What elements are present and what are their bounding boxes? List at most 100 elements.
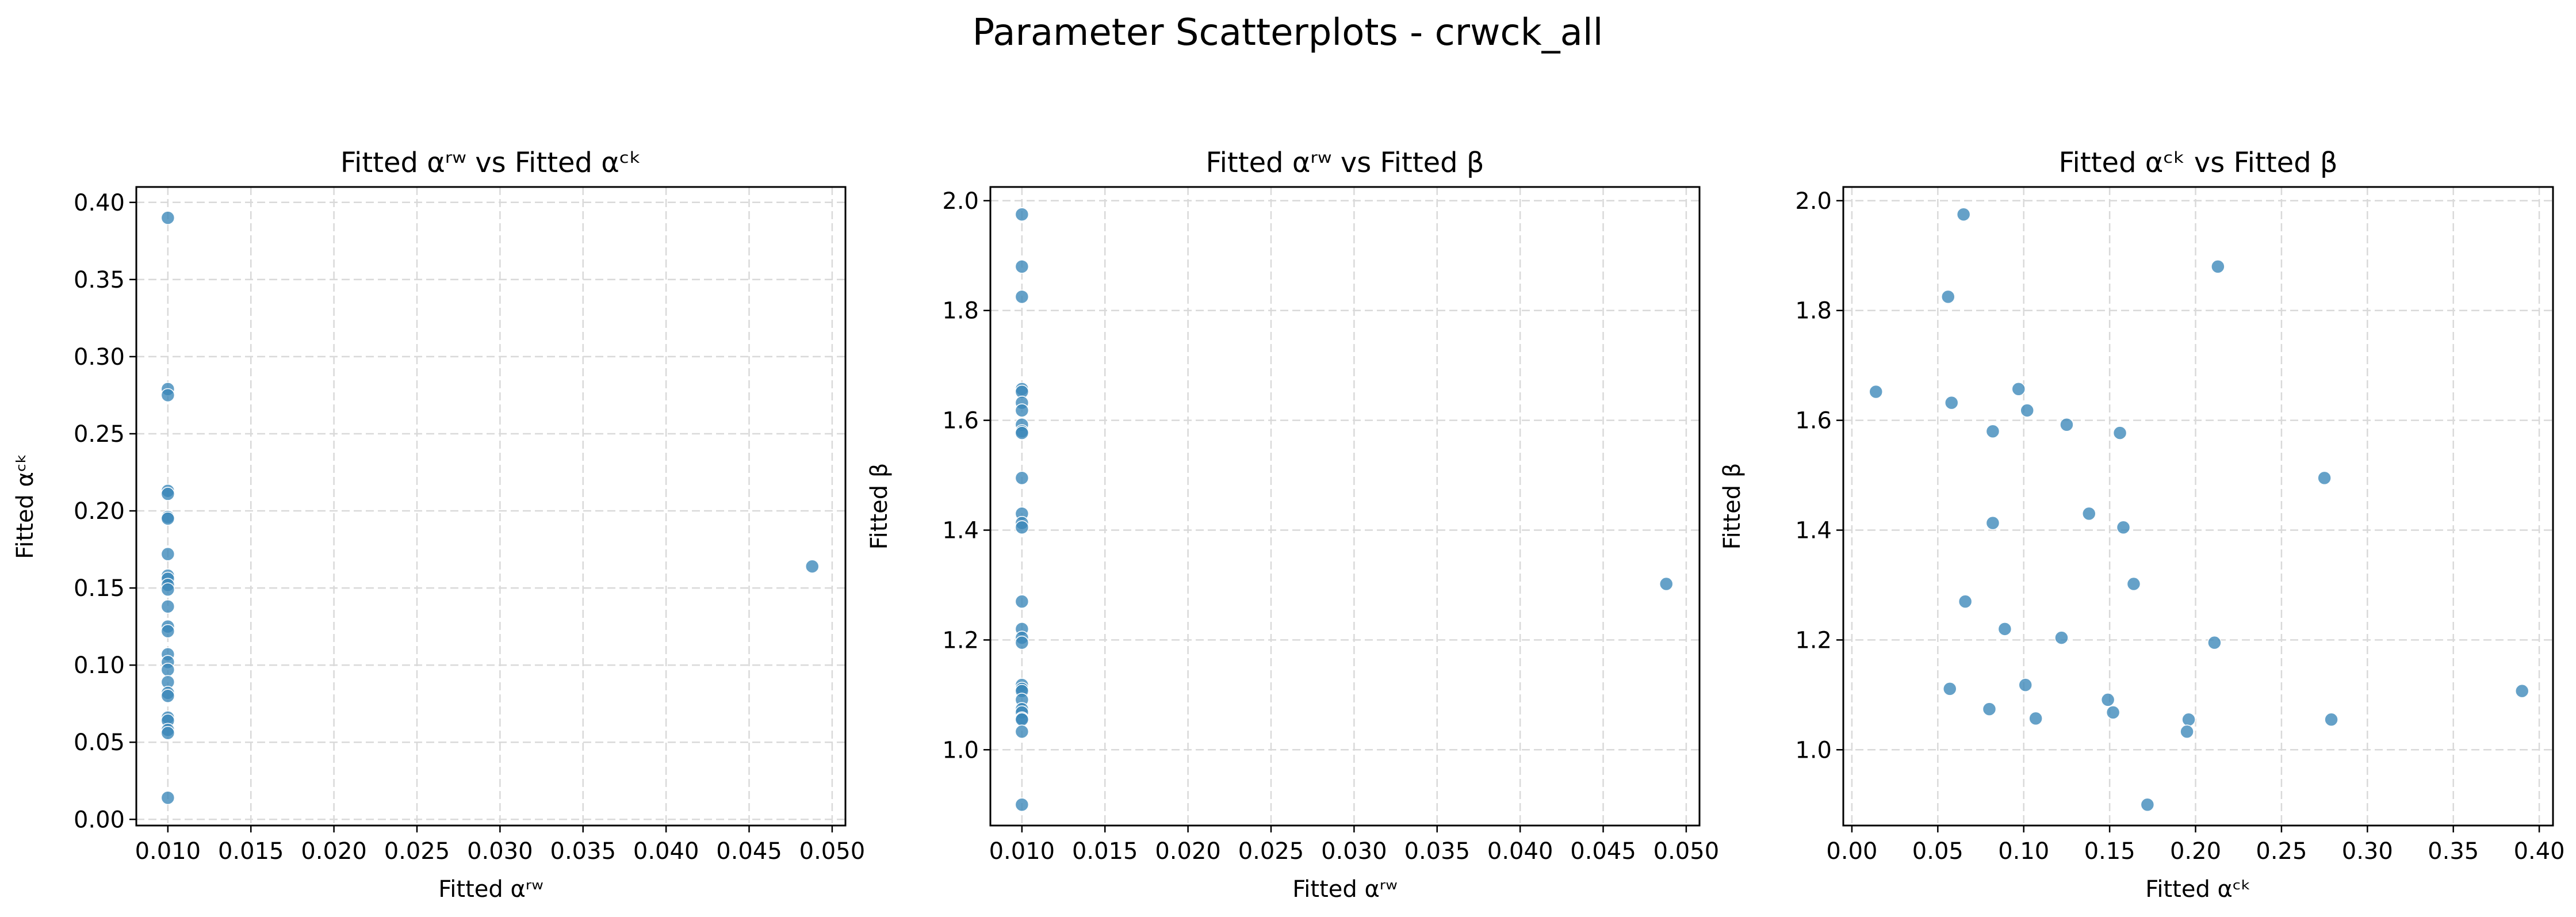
data-point — [160, 725, 175, 740]
data-point — [2140, 797, 2155, 812]
data-point — [160, 487, 175, 501]
x-axis-label: Fitted αʳʷ — [1292, 876, 1398, 903]
data-point — [160, 211, 175, 225]
y-tick-label: 1.6 — [1795, 408, 1832, 434]
data-point — [160, 599, 175, 614]
x-tick-label: 0.25 — [2256, 838, 2307, 865]
x-tick-label: 0.015 — [1072, 838, 1138, 865]
x-tick-label: 0.025 — [384, 838, 450, 865]
y-tick-label: 0.00 — [74, 807, 125, 833]
data-point — [805, 559, 820, 574]
data-point — [1015, 259, 1029, 274]
data-point — [160, 388, 175, 403]
x-tick-label: 0.015 — [218, 838, 284, 865]
y-tick-label: 1.8 — [942, 298, 979, 324]
y-tick-label: 1.0 — [942, 737, 979, 763]
data-point — [160, 511, 175, 526]
y-tick-label: 1.4 — [1795, 518, 1832, 544]
x-tick-label: 0.15 — [2084, 838, 2135, 865]
y-tick-label: 1.0 — [1795, 737, 1832, 763]
data-point — [1015, 712, 1029, 727]
x-axis-label: Fitted αʳʷ — [438, 876, 543, 903]
y-tick-label: 0.15 — [74, 575, 125, 602]
y-tick-label: 2.0 — [1795, 188, 1832, 215]
panel-title: Fitted αʳʷ vs Fitted β — [1205, 147, 1484, 179]
data-point — [2054, 631, 2069, 645]
y-tick-label: 1.6 — [942, 408, 979, 434]
x-axis-label: Fitted αᶜᵏ — [2145, 876, 2251, 903]
data-point — [2082, 506, 2096, 521]
y-tick-label: 0.05 — [74, 729, 125, 756]
data-point — [1015, 403, 1029, 418]
panel-title: Fitted αᶜᵏ vs Fitted β — [2058, 147, 2337, 179]
x-tick-label: 0.010 — [135, 838, 201, 865]
data-point — [160, 689, 175, 704]
x-tick-label: 0.05 — [1912, 838, 1963, 865]
data-point — [1015, 724, 1029, 739]
data-point — [1985, 424, 2000, 438]
x-tick-label: 0.020 — [301, 838, 367, 865]
x-tick-label: 0.035 — [1404, 838, 1471, 865]
data-point — [2011, 381, 2026, 396]
data-point — [160, 662, 175, 677]
data-point — [1015, 471, 1029, 486]
x-tick-label: 0.050 — [1653, 838, 1720, 865]
y-tick-label: 1.4 — [942, 518, 979, 544]
data-point — [1956, 207, 1971, 221]
data-point — [2181, 712, 2196, 727]
x-tick-label: 0.030 — [1321, 838, 1387, 865]
data-point — [1015, 289, 1029, 304]
data-point — [2028, 711, 2043, 726]
y-axis-label: Fitted αᶜᵏ — [12, 453, 39, 559]
data-point — [2317, 471, 2332, 486]
x-tick-label: 0.00 — [1826, 838, 1877, 865]
x-tick-label: 0.35 — [2428, 838, 2479, 865]
data-point — [2207, 635, 2222, 650]
scatter-panel-1: 0.010 0.015 0.020 0.025 0.030 0.035 0.040 0.045… — [12, 147, 865, 903]
data-point — [1659, 576, 1674, 591]
data-point — [2112, 426, 2127, 440]
data-point — [2180, 724, 2194, 739]
data-point — [1997, 622, 2012, 636]
data-point — [160, 582, 175, 597]
x-tick-label: 0.30 — [2342, 838, 2393, 865]
data-point — [160, 790, 175, 805]
y-axis-label: Fitted β — [1719, 463, 1746, 550]
x-tick-label: 0.045 — [1570, 838, 1636, 865]
data-point — [1942, 682, 1957, 696]
x-tick-label: 0.040 — [1487, 838, 1553, 865]
data-point — [1944, 395, 1959, 410]
data-point — [1015, 520, 1029, 534]
data-point — [2116, 520, 2131, 534]
y-tick-label: 1.8 — [1795, 298, 1832, 324]
plot-frame — [135, 186, 847, 827]
data-point — [1015, 207, 1029, 221]
data-point — [2020, 403, 2034, 418]
data-point — [1985, 515, 2000, 530]
x-tick-label: 0.40 — [2514, 838, 2565, 865]
x-tick-label: 0.020 — [1155, 838, 1221, 865]
x-tick-label: 0.10 — [1998, 838, 2049, 865]
y-tick-label: 0.10 — [74, 652, 125, 679]
data-point — [2018, 678, 2033, 692]
x-tick-label: 0.040 — [633, 838, 699, 865]
y-tick-label: 0.30 — [74, 344, 125, 370]
figure-title: Parameter Scatterplots - crwck_all — [973, 12, 1603, 54]
data-point — [1015, 594, 1029, 609]
data-point — [2324, 712, 2338, 727]
data-point — [1015, 426, 1029, 440]
y-tick-label: 0.35 — [74, 267, 125, 293]
data-point — [1015, 635, 1029, 650]
y-tick-label: 0.40 — [74, 190, 125, 216]
data-point — [2060, 418, 2074, 432]
y-tick-label: 0.25 — [74, 421, 125, 448]
y-tick-label: 1.2 — [942, 627, 979, 654]
y-tick-label: 1.2 — [1795, 627, 1832, 654]
y-axis-label: Fitted β — [866, 463, 893, 550]
x-tick-label: 0.050 — [799, 838, 866, 865]
data-point — [2211, 259, 2225, 274]
data-point — [1982, 702, 1997, 716]
x-tick-label: 0.20 — [2170, 838, 2221, 865]
